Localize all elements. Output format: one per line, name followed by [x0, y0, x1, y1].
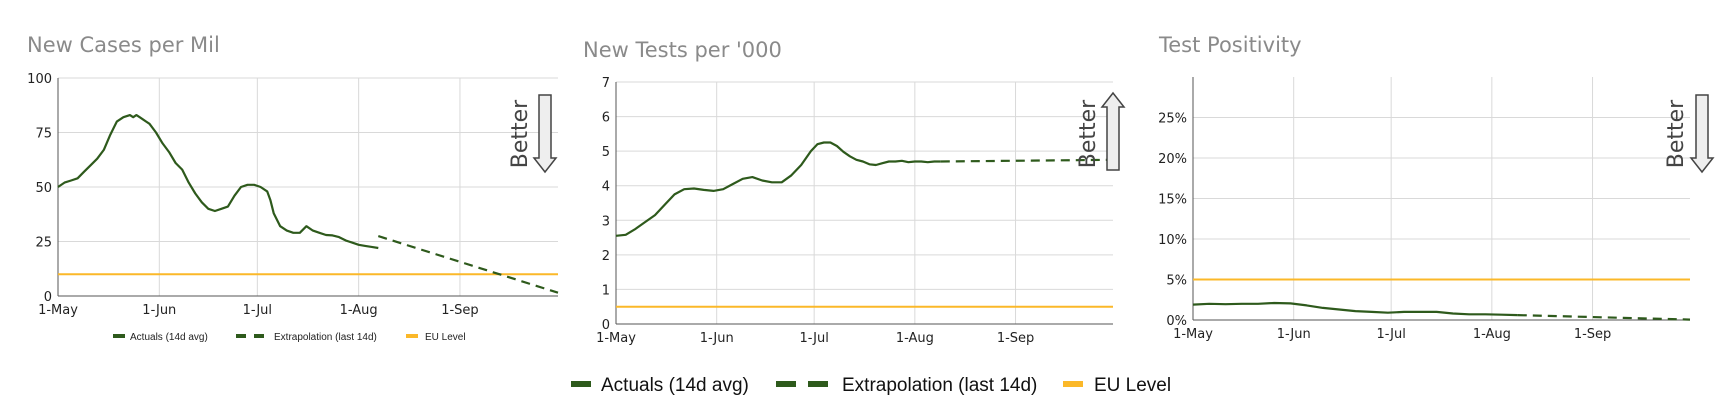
- main-legend: Actuals (14d avg) Extrapolation (last 14…: [571, 375, 1171, 396]
- better-label: Better: [1664, 99, 1689, 168]
- chart-title: Test Positivity: [1158, 33, 1302, 57]
- chart-title: New Cases per Mil: [27, 33, 220, 57]
- x-tick-label: 1-Jul: [1376, 327, 1405, 342]
- y-tick-label: 2: [602, 249, 610, 264]
- y-tick-label: 6: [602, 111, 610, 126]
- y-tick-label: 7: [602, 76, 610, 91]
- y-tick-label: 20%: [1158, 152, 1187, 167]
- legend-extrap-label: Extrapolation (last 14d): [274, 332, 377, 343]
- legend-eu-label: EU Level: [1094, 375, 1171, 396]
- y-tick-label: 50: [35, 181, 52, 196]
- actuals-line: [57, 113, 379, 250]
- x-tick-label: 1-Sep: [997, 331, 1034, 346]
- x-tick-label: 1-Aug: [340, 303, 378, 318]
- better-label: Better: [508, 99, 533, 168]
- x-tick-label: 1-Jun: [1277, 327, 1311, 342]
- x-tick-label: 1-Jun: [142, 303, 176, 318]
- legend-actual-label: Actuals (14d avg): [130, 332, 208, 343]
- extrapolation-line: [377, 235, 559, 294]
- better-arrow-down-icon: [532, 94, 558, 174]
- small-legend: Actuals (14d avg) Extrapolation (last 14…: [113, 332, 466, 343]
- legend-extrap-label: Extrapolation (last 14d): [842, 375, 1037, 396]
- legend-actual-label: Actuals (14d avg): [601, 375, 749, 396]
- y-tick-label: 100: [27, 72, 52, 87]
- extrapolation-line: [1517, 314, 1691, 321]
- x-tick-label: 1-Jul: [799, 331, 828, 346]
- x-tick-label: 1-Sep: [1574, 327, 1611, 342]
- y-tick-label: 3: [602, 214, 610, 229]
- better-arrow-down-icon: [1689, 94, 1715, 174]
- x-tick-label: 1-Jul: [243, 303, 272, 318]
- chart-title: New Tests per '000: [583, 38, 782, 62]
- y-tick-label: 25%: [1158, 112, 1187, 127]
- x-tick-label: 1-Aug: [1473, 327, 1511, 342]
- legend-eu-label: EU Level: [425, 332, 466, 343]
- y-tick-label: 0: [602, 318, 610, 333]
- x-tick-label: 1-Aug: [896, 331, 934, 346]
- better-label: Better: [1076, 99, 1101, 168]
- y-tick-label: 5: [602, 145, 610, 160]
- chart-new-tests-panel: New Tests per '000 1-May 1-Jun 1-Jul 1-Aug 1…: [583, 38, 1126, 346]
- y-tick-label: 0: [44, 290, 52, 305]
- x-tick-label: 1-Sep: [441, 303, 478, 318]
- y-tick-label: 0%: [1166, 314, 1187, 329]
- chart-test-positivity-panel: Test Positivity 1-May 1-Jun 1-Jul 1-Aug 1-Se…: [1158, 33, 1715, 342]
- y-tick-label: 1: [602, 283, 610, 298]
- extrapolation-line: [940, 158, 1114, 163]
- y-tick-label: 5%: [1166, 274, 1187, 289]
- actuals-line: [1192, 301, 1518, 317]
- actuals-line: [615, 141, 941, 237]
- y-tick-label: 75: [35, 127, 52, 142]
- y-tick-label: 10%: [1158, 233, 1187, 248]
- x-tick-label: 1-May: [38, 303, 78, 318]
- chart-new-cases-panel: New Cases per Mil 1-May 1-Jun 1-Jul 1-Aug 1-…: [27, 33, 559, 318]
- y-tick-label: 4: [602, 180, 610, 195]
- y-tick-label: 25: [35, 236, 52, 251]
- better-arrow-up-icon: [1100, 91, 1126, 171]
- x-tick-label: 1-May: [596, 331, 636, 346]
- x-tick-label: 1-Jun: [700, 331, 734, 346]
- y-tick-label: 15%: [1158, 193, 1187, 208]
- x-tick-label: 1-May: [1173, 327, 1213, 342]
